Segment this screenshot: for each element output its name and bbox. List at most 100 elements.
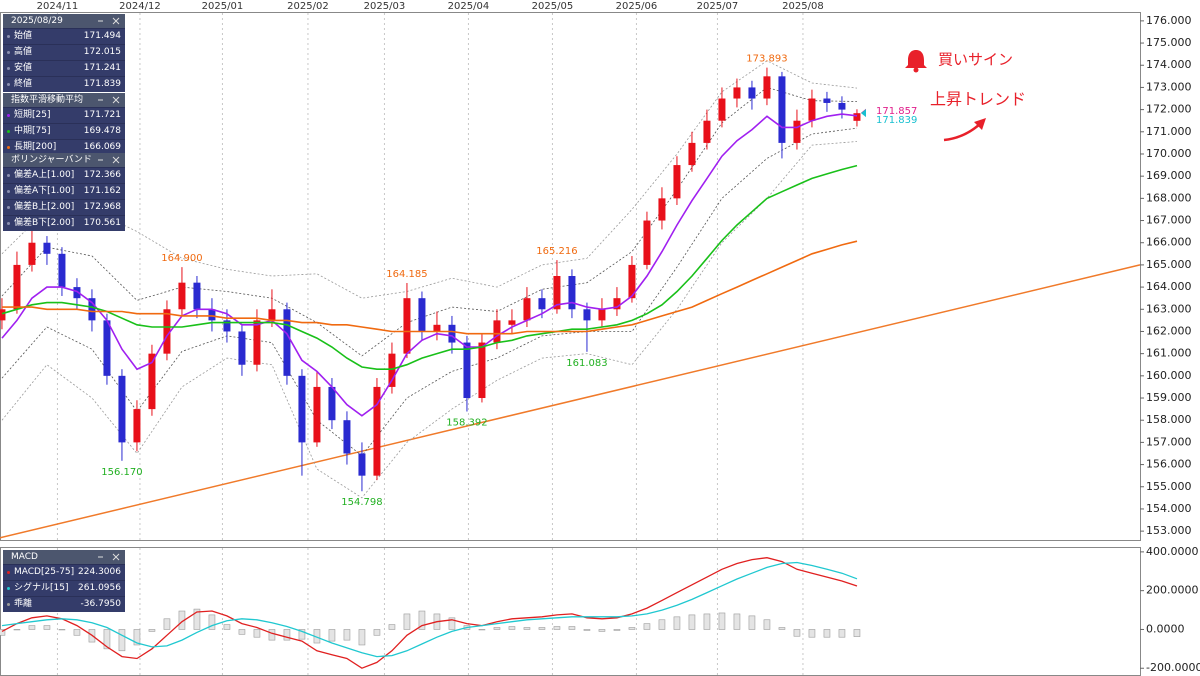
histogram-bar <box>553 626 561 630</box>
legend-label: 高値 <box>14 47 33 57</box>
candle-body <box>283 309 291 376</box>
candle-body <box>43 242 51 254</box>
panel-row: 長期[200] 166.069 <box>3 139 125 155</box>
candle-body <box>823 98 831 103</box>
panel-title: ボリンジャーバンド <box>3 153 125 167</box>
histogram-bar <box>763 619 771 630</box>
candle-body <box>418 298 426 332</box>
y-tick-label: 164.000 <box>1146 280 1192 293</box>
legend-label: 偏差B下[2.00] <box>14 218 75 228</box>
histogram-bar <box>13 629 21 631</box>
x-tick-label: 2025/04 <box>448 1 490 12</box>
candle-body <box>643 220 651 265</box>
legend-dot <box>7 587 10 590</box>
histogram-bar <box>73 629 81 636</box>
panel-title: 指数平滑移動平均 <box>3 93 125 107</box>
candle-body <box>628 264 636 299</box>
panel-buttons[interactable] <box>97 96 121 104</box>
panel-buttons[interactable] <box>97 17 121 25</box>
histogram-bar <box>58 629 66 631</box>
histogram-bar <box>43 625 51 630</box>
y-tick-label: 167.000 <box>1146 214 1192 227</box>
histogram-bar <box>28 625 36 630</box>
x-tick-label: 2025/07 <box>697 1 739 12</box>
candle-body <box>793 120 801 143</box>
histogram-bar <box>493 627 501 630</box>
candle-body <box>223 320 231 332</box>
histogram-bar <box>508 626 516 630</box>
candle-body <box>748 87 756 99</box>
legend-value: 172.366 <box>83 170 121 180</box>
panel-title-text: 2025/08/29 <box>11 16 63 26</box>
panel-row: 偏差A下[1.00] 171.162 <box>3 183 125 199</box>
candle-body <box>583 309 591 321</box>
histogram-bar <box>748 615 756 630</box>
x-tick-label: 2025/03 <box>364 1 406 12</box>
candle-body <box>658 198 666 221</box>
candle-body <box>193 282 201 310</box>
candle-body <box>103 320 111 376</box>
histogram-bar <box>163 618 171 630</box>
price-tag-label: 171.857 <box>876 106 917 117</box>
legend-dot <box>7 206 10 209</box>
candle-body <box>808 98 816 121</box>
y-tick-label: 176.000 <box>1146 14 1192 27</box>
y-tick-label: 154.000 <box>1146 502 1192 515</box>
y-tick-label: 173.000 <box>1146 80 1192 93</box>
histogram-bar <box>208 614 216 630</box>
histogram-bar <box>703 613 711 630</box>
legend-label: 乖離 <box>14 599 33 609</box>
price-tag-label: 171.839 <box>876 115 917 126</box>
y-tick-label: 168.000 <box>1146 191 1192 204</box>
legend-value: 172.015 <box>83 47 121 57</box>
y-tick-label: 165.000 <box>1146 258 1192 271</box>
candle-body <box>358 453 366 476</box>
candle-body <box>703 120 711 143</box>
extreme-label: 165.216 <box>536 246 577 257</box>
trendline <box>0 264 1141 539</box>
legend-value: 170.561 <box>83 218 121 228</box>
histogram-bar <box>778 627 786 630</box>
candle-body <box>598 309 606 321</box>
histogram-bar <box>823 629 831 638</box>
trend-text: 上昇トレンド <box>930 90 1026 109</box>
candle-body <box>763 76 771 99</box>
x-tick-label: 2024/11 <box>37 1 79 12</box>
candle-body <box>778 76 786 143</box>
ema-line <box>1 113 858 417</box>
candle-body <box>478 342 486 399</box>
bell-icon <box>905 50 927 73</box>
legend-label: MACD[25-75] <box>14 567 75 577</box>
legend-value: 169.478 <box>83 126 121 136</box>
macd-plot-frame <box>0 547 1141 676</box>
y-tick-label: 175.000 <box>1146 36 1192 49</box>
histogram-bar <box>538 627 546 630</box>
y-tick-label: -200.0000 <box>1146 661 1200 674</box>
candle-body <box>73 287 81 299</box>
histogram-bar <box>328 629 336 642</box>
candle-body <box>853 113 861 121</box>
panel-row: 偏差B上[2.00] 172.968 <box>3 199 125 215</box>
x-tick-label: 2025/08 <box>782 1 824 12</box>
legend-label: 短期[25] <box>14 110 51 120</box>
candle-body <box>0 309 6 321</box>
panel-buttons[interactable] <box>97 553 121 561</box>
candle-body <box>58 253 66 288</box>
y-tick-label: 400.0000 <box>1146 545 1199 558</box>
panel-row: 偏差A上[1.00] 172.366 <box>3 167 125 183</box>
legend-value: 171.721 <box>83 110 121 120</box>
y-tick-label: 157.000 <box>1146 435 1192 448</box>
histogram-bar <box>223 624 231 630</box>
legend-dot <box>7 190 10 193</box>
legend-label: 偏差A下[1.00] <box>14 186 75 196</box>
histogram-bar <box>418 610 426 630</box>
extreme-label: 158.392 <box>446 418 487 429</box>
y-tick-label: 172.000 <box>1146 103 1192 116</box>
x-tick-label: 2025/05 <box>532 1 574 12</box>
histogram-bar <box>103 629 111 650</box>
panel-title-text: ボリンジャーバンド <box>11 155 92 165</box>
panel-buttons[interactable] <box>97 156 121 164</box>
candle-body <box>13 264 21 310</box>
info-panel: ボリンジャーバンド偏差A上[1.00] 172.366 偏差A下[1.00] 171.… <box>3 153 125 231</box>
legend-dot <box>7 222 10 225</box>
